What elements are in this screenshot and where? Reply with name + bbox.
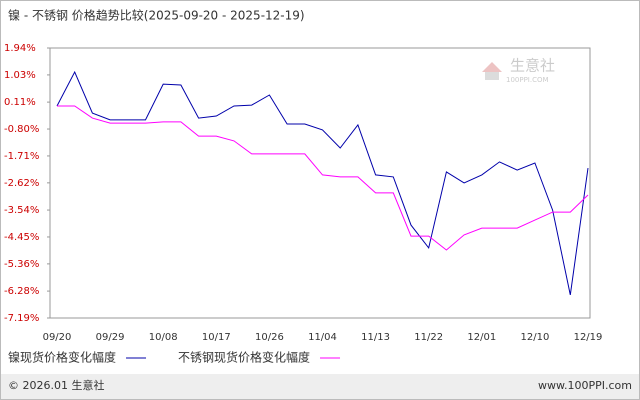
y-tick-label: -6.28%: [4, 286, 39, 297]
x-tick-label: 12/10: [520, 332, 549, 343]
y-tick-label: 1.94%: [4, 43, 36, 54]
x-tick-label: 10/08: [149, 332, 178, 343]
chart-title: 镍 - 不锈钢 价格趋势比较(2025-09-20 - 2025-12-19): [8, 8, 305, 23]
watermark-name: 生意社: [510, 57, 555, 75]
y-tick-label: -0.80%: [4, 124, 39, 135]
footer-copyright: © 2026.01 生意社: [8, 378, 104, 392]
y-tick-label: 1.03%: [4, 70, 36, 81]
y-tick-label: -5.36%: [4, 259, 39, 270]
footer-bar: [1, 374, 639, 399]
y-tick-label: 0.11%: [4, 97, 36, 108]
y-tick-label: -7.19%: [4, 313, 39, 324]
y-tick-label: -1.71%: [4, 151, 39, 162]
line-series: [57, 105, 589, 251]
x-tick-label: 11/13: [361, 332, 390, 343]
watermark-url: 100PPI.COM: [506, 76, 549, 84]
line-series: [56, 70, 589, 296]
x-tick-label: 12/01: [467, 332, 496, 343]
y-tick-label: -3.54%: [4, 205, 39, 216]
plot-area: [49, 47, 591, 319]
x-tick-label: 09/29: [96, 332, 125, 343]
watermark-icon: [485, 72, 499, 80]
watermark: 生意社 100PPI.COM: [482, 57, 555, 84]
watermark-icon: [482, 62, 502, 72]
x-tick-label: 11/04: [308, 332, 337, 343]
x-tick-label: 09/20: [43, 332, 72, 343]
legend-label: 不锈钢现货价格变化幅度: [178, 350, 310, 365]
x-tick-label: 12/19: [574, 332, 603, 343]
y-tick-label: -4.45%: [4, 232, 39, 243]
x-tick-label: 10/17: [202, 332, 231, 343]
legend-label: 镍现货价格变化幅度: [8, 350, 116, 365]
y-tick-label: -2.62%: [4, 178, 39, 189]
x-tick-label: 11/22: [414, 332, 443, 343]
footer-site: www.100PPI.com: [538, 379, 632, 392]
x-tick-label: 10/26: [255, 332, 284, 343]
